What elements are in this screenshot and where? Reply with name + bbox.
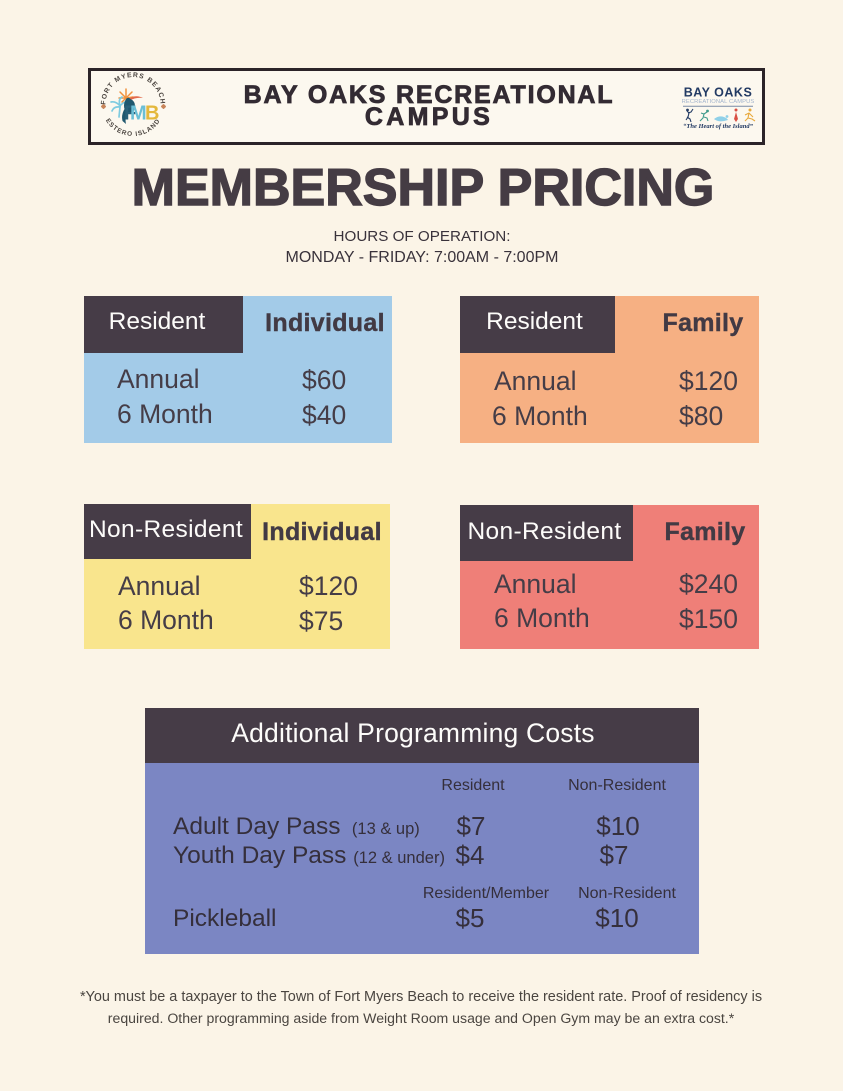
svg-text:“The Heart of the Island”: “The Heart of the Island” bbox=[683, 123, 753, 130]
svg-text:RECREATIONAL CAMPUS: RECREATIONAL CAMPUS bbox=[682, 99, 755, 105]
svg-text:FORT MYERS BEACH: FORT MYERS BEACH bbox=[100, 72, 165, 105]
svg-text:BAY OAKS: BAY OAKS bbox=[684, 85, 753, 99]
svg-text:B: B bbox=[145, 103, 159, 125]
svg-text:M: M bbox=[130, 103, 147, 125]
svg-text:F: F bbox=[124, 103, 136, 125]
